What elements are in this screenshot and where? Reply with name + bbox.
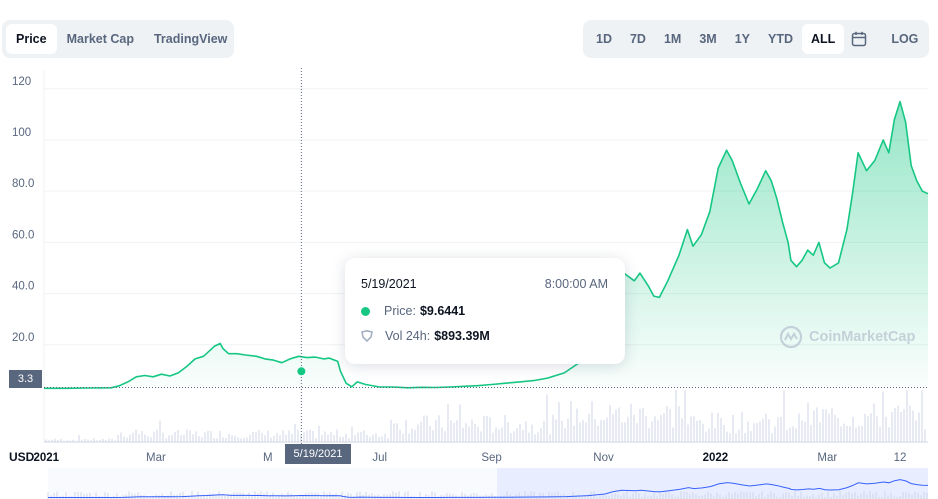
x-tick-label: Mar — [146, 452, 166, 464]
volume-shield-icon — [361, 330, 373, 342]
x-tick-label: Sep — [481, 452, 501, 464]
tooltip-date: 5/19/2021 — [361, 277, 417, 291]
tooltip-volume-value: $893.39M — [434, 329, 490, 343]
chart-type-tabs: Price Market Cap TradingView — [2, 20, 234, 58]
range-3m-button[interactable]: 3M — [699, 32, 717, 46]
price-dot-icon — [361, 306, 370, 316]
price-tooltip: 5/19/2021 8:00:00 AM Price: $9.6441 Vol … — [345, 258, 625, 364]
price-area — [44, 101, 928, 389]
x-tick-label: Nov — [593, 452, 614, 464]
y-tick-label: 20.0 — [12, 332, 34, 344]
tooltip-price-label: Price: — [384, 304, 416, 318]
y-tick-label: 60.0 — [12, 229, 34, 241]
tab-tradingview[interactable]: TradingView — [153, 32, 228, 46]
current-price-badge: 3.3 — [9, 370, 42, 388]
navigator-line — [48, 479, 929, 498]
price-line — [44, 100, 929, 390]
watermark-text: CoinMarketCap — [809, 329, 916, 345]
x-tick-label: M — [263, 452, 273, 464]
x-tick-label: 2021 — [33, 452, 59, 464]
tooltip-volume-label: Vol 24h: — [385, 329, 431, 343]
x-tick-label: Mar — [817, 452, 837, 464]
hover-date-badge: 5/19/2021 — [285, 444, 351, 464]
tooltip-time: 8:00:00 AM — [544, 277, 608, 291]
calendar-icon[interactable] — [844, 24, 874, 54]
log-scale-button[interactable]: LOG — [891, 32, 919, 46]
y-tick-label: 40.0 — [12, 281, 34, 293]
coinmarketcap-watermark: CoinMarketCap — [779, 325, 915, 349]
x-tick-label: 2022 — [703, 452, 729, 464]
tab-price[interactable]: Price — [6, 24, 57, 54]
time-range-tabs: 1D 7D 1M 3M 1Y YTD ALL LOG — [583, 20, 929, 58]
y-tick-label: 100 — [12, 127, 31, 139]
coinmarketcap-logo-icon — [779, 325, 803, 349]
hover-point — [297, 367, 306, 376]
y-tick-label: 120 — [12, 76, 31, 88]
tooltip-price-row: Price: $9.6441 — [361, 304, 465, 318]
range-1y-button[interactable]: 1Y — [734, 32, 751, 46]
range-ytd-button[interactable]: YTD — [768, 32, 794, 46]
currency-label: USD — [9, 450, 35, 464]
tooltip-volume-row: Vol 24h: $893.39M — [361, 329, 490, 343]
x-tick-label: 12 — [894, 452, 907, 464]
range-1m-button[interactable]: 1M — [663, 32, 682, 46]
range-7d-button[interactable]: 7D — [629, 32, 646, 46]
range-1d-button[interactable]: 1D — [596, 32, 612, 46]
range-all-button[interactable]: ALL — [802, 24, 845, 54]
x-tick-label: Jul — [372, 452, 387, 464]
y-tick-label: 80.0 — [12, 178, 34, 190]
tooltip-price-value: $9.6441 — [419, 304, 466, 318]
tab-market-cap[interactable]: Market Cap — [66, 32, 134, 46]
